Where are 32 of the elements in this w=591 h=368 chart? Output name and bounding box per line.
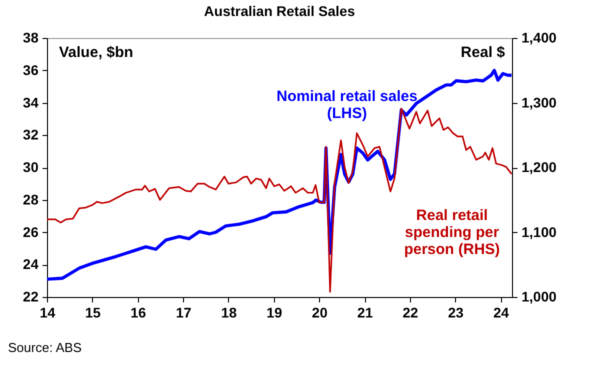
y-axis-title: Value, $bn [59, 44, 134, 61]
y-tick-label: 22 [22, 288, 39, 304]
line-series [47, 108, 512, 293]
y-tick-label: 32 [22, 126, 39, 143]
y2-tick-label: 1,200 [522, 159, 557, 175]
x-tick-label: 19 [266, 304, 282, 320]
y2-tick-label: 1,300 [522, 94, 557, 110]
y-tick-label: 34 [22, 94, 39, 110]
x-tick-label: 20 [312, 304, 328, 320]
x-tick-label: 15 [85, 304, 101, 320]
y2-tick-label: 1,100 [522, 224, 557, 240]
y-tick-label: 36 [22, 62, 39, 78]
x-tick-label: 23 [448, 304, 464, 320]
y-tick-label: 24 [22, 256, 39, 272]
series-label: Real retail spending per person (RHS) [404, 207, 500, 258]
x-tick-label: 24 [493, 304, 510, 320]
chart-title: Australian Retail Sales [204, 3, 356, 19]
y2-tick-label: 1,400 [522, 30, 557, 46]
y-tick-label: 28 [22, 191, 39, 208]
x-tick-label: 17 [176, 304, 192, 320]
series-label: Nominal retail sales (LHS) [276, 88, 418, 122]
y-tick-label: 38 [22, 30, 39, 46]
x-tick-label: 14 [40, 304, 56, 320]
x-tick-label: 16 [130, 304, 146, 320]
x-tick-label: 22 [402, 304, 418, 320]
y2-tick-label: 1,000 [522, 288, 557, 304]
x-tick-label: 21 [357, 304, 374, 320]
source-note: Source: ABS [8, 340, 82, 355]
y-tick-label: 30 [22, 159, 39, 175]
y2-axis-title: Real $ [460, 44, 506, 61]
x-tick-label: 18 [221, 304, 237, 320]
y-tick-label: 26 [22, 224, 39, 240]
